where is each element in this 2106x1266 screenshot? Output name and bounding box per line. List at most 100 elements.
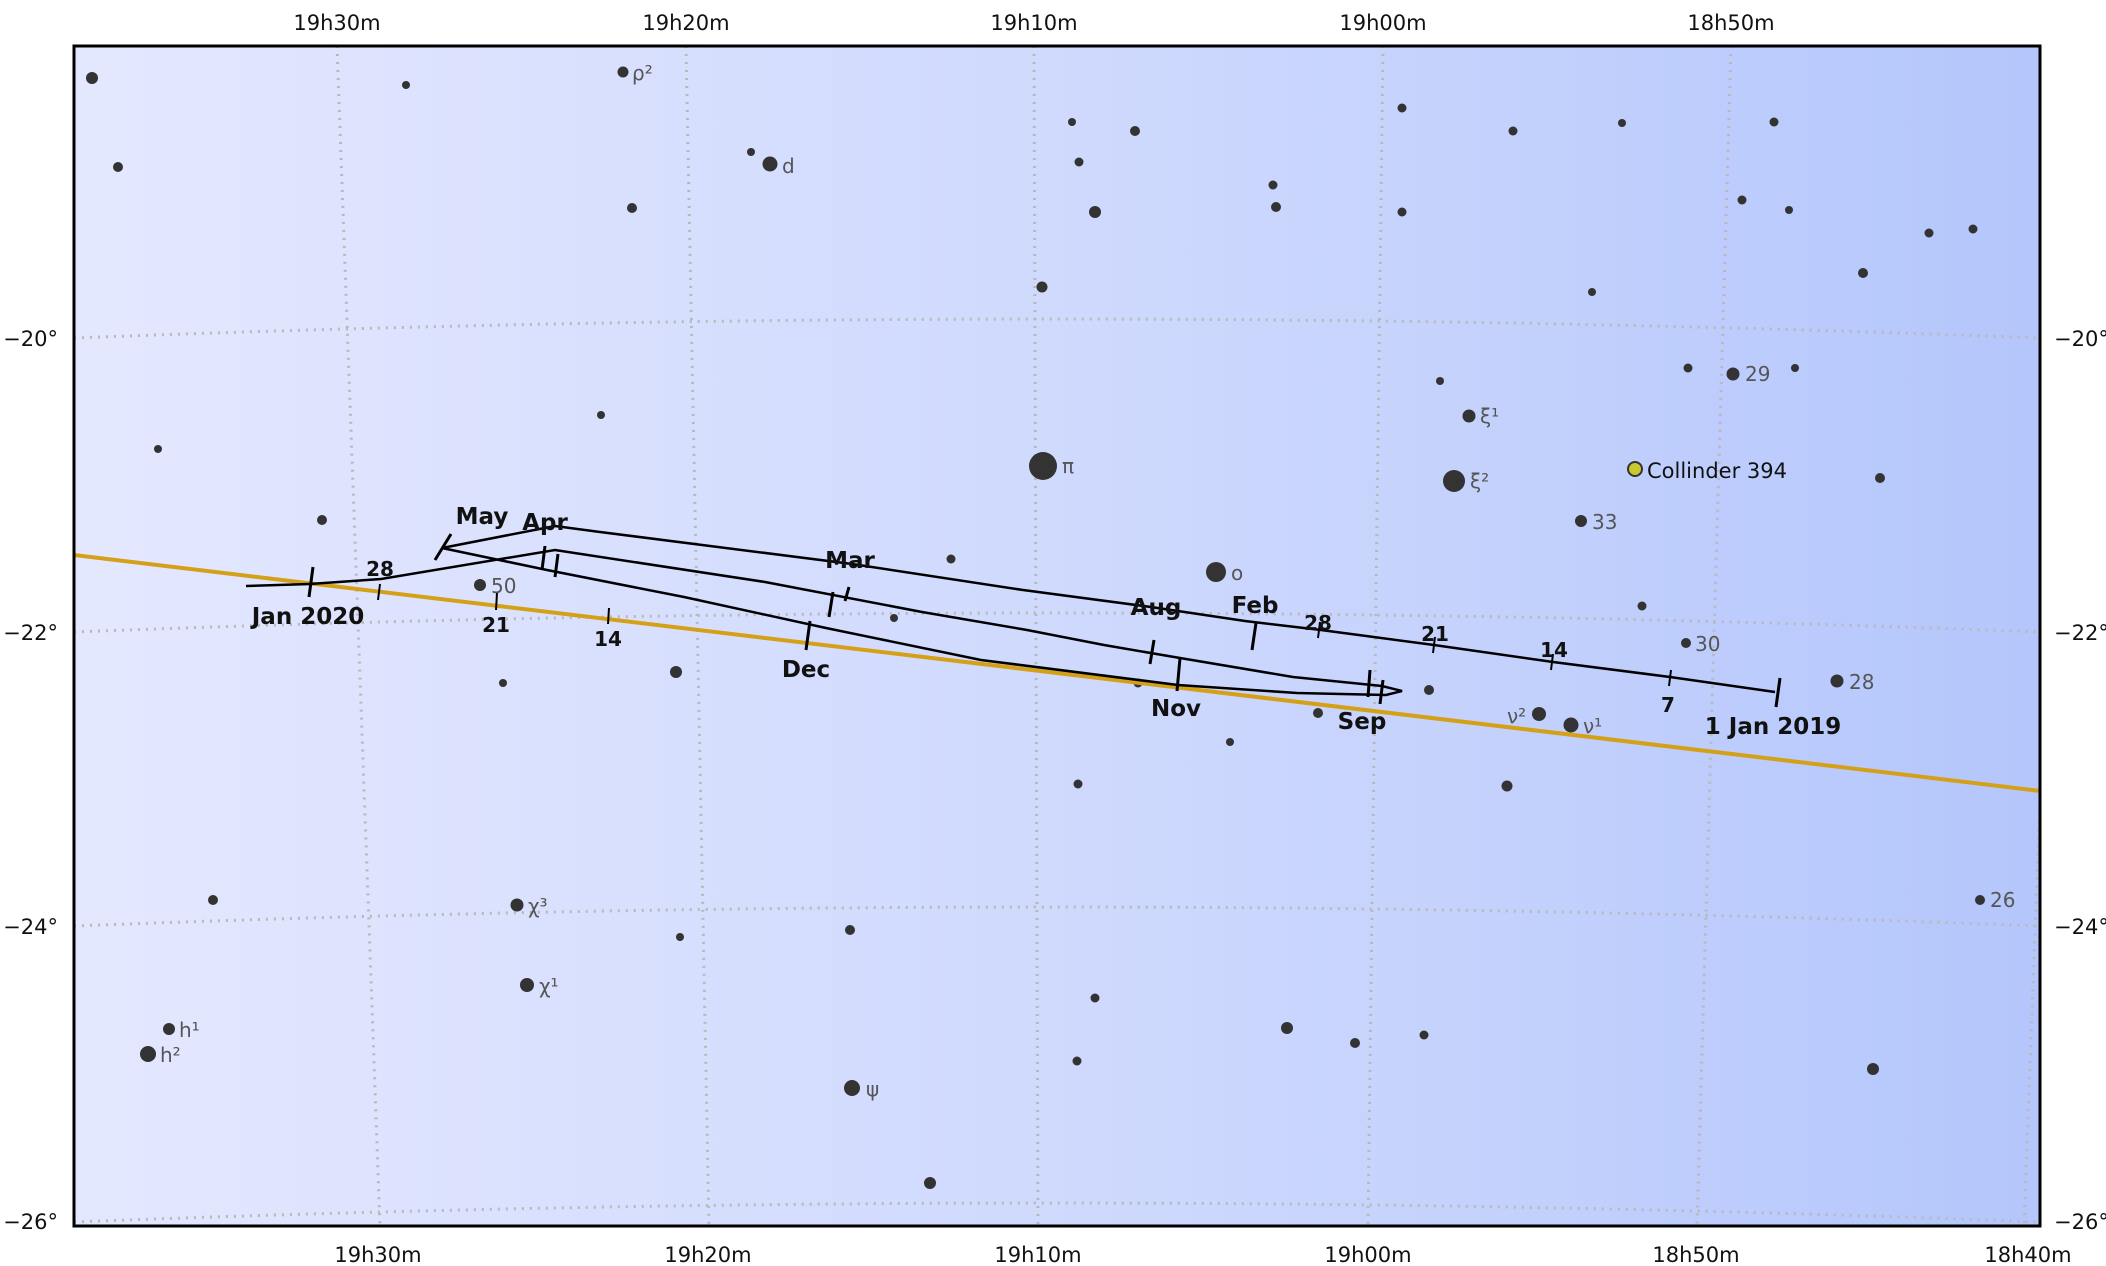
star-33 — [1575, 515, 1587, 527]
star — [1271, 202, 1281, 212]
label-33: 33 — [1592, 510, 1617, 534]
dec-left-label: −24° — [3, 915, 58, 939]
star — [1867, 1063, 1879, 1075]
star-rho2 — [617, 66, 629, 78]
label-mar: Mar — [825, 548, 875, 574]
ra-bottom-labels: 19h30m 19h20m 19h10m 19h00m 18h50m 18h40… — [334, 1243, 2071, 1266]
star — [1397, 207, 1407, 217]
ra-top-labels: 19h30m 19h20m 19h10m 19h00m 18h50m — [293, 11, 1774, 35]
ra-bottom-label: 19h10m — [994, 1243, 1081, 1266]
star-28 — [1830, 674, 1844, 688]
star-h2 — [140, 1046, 156, 1062]
star-nu1 — [1563, 717, 1579, 733]
label-nu1: ν¹ — [1583, 714, 1602, 738]
star-h1 — [163, 1023, 175, 1035]
label-chi1: χ¹ — [539, 974, 559, 998]
star — [890, 614, 898, 622]
star — [113, 162, 123, 172]
label-d28: 28 — [1304, 611, 1332, 635]
star — [1924, 228, 1934, 238]
tick-d14 — [1550, 653, 1554, 671]
label-d21: 21 — [1421, 622, 1449, 646]
star-xi1 — [1462, 409, 1476, 423]
stars — [86, 66, 1985, 1189]
star — [1068, 118, 1076, 126]
star-29 — [1726, 367, 1740, 381]
star — [499, 679, 507, 687]
label-28: 28 — [1849, 670, 1874, 694]
tick-nov — [1175, 657, 1182, 692]
ra-bottom-label: 19h30m — [334, 1243, 421, 1266]
ra-top-label: 19h00m — [1339, 11, 1426, 35]
star — [1226, 738, 1234, 746]
star — [1968, 224, 1978, 234]
coordinate-grid — [74, 46, 2040, 1226]
star — [1858, 268, 1868, 278]
star — [86, 72, 98, 84]
star-chi1 — [520, 978, 534, 992]
label-50: 50 — [491, 574, 516, 598]
grid-ra-1840 — [2022, 756, 2040, 1226]
tick-e21 — [495, 592, 498, 611]
star — [1089, 206, 1101, 218]
label-rho2: ρ² — [632, 61, 653, 85]
dec-left-label: −26° — [3, 1210, 58, 1234]
star — [946, 554, 956, 564]
star-xi2 — [1443, 470, 1465, 492]
star-omicron — [1206, 562, 1226, 582]
star — [1501, 780, 1513, 792]
ecliptic-line — [73, 553, 2041, 793]
star — [1074, 157, 1084, 167]
label-jan2019: 1 Jan 2019 — [1705, 714, 1841, 740]
label-nov: Nov — [1151, 696, 1201, 722]
dec-right-label: −22° — [2054, 621, 2106, 645]
star — [402, 81, 410, 89]
dec-left-label: −22° — [3, 621, 58, 645]
star-nu2 — [1532, 707, 1546, 721]
star — [597, 411, 605, 419]
ra-bottom-label: 18h50m — [1652, 1243, 1739, 1266]
path-line — [245, 524, 1776, 697]
star — [1588, 288, 1596, 296]
star — [1875, 473, 1885, 483]
ra-bottom-label: 19h20m — [664, 1243, 751, 1266]
tick-apr-2 — [540, 545, 547, 571]
cluster-collinder-394: Collinder 394 — [1627, 459, 1787, 483]
tick-apr — [553, 553, 560, 578]
tick-feb — [1250, 622, 1258, 651]
star — [627, 203, 637, 213]
star — [1424, 685, 1434, 695]
cluster-marker — [1627, 461, 1643, 477]
dec-right-label: −20° — [2054, 327, 2106, 351]
planet-path — [245, 524, 1782, 708]
cluster-label: Collinder 394 — [1647, 459, 1787, 483]
dec-right-labels: −20° −22° −24° −26° — [2054, 327, 2106, 1234]
star — [1436, 377, 1444, 385]
ra-top-label: 19h10m — [990, 11, 1077, 35]
star — [1036, 281, 1048, 293]
tick-aug — [1148, 639, 1156, 665]
label-h2: h² — [160, 1043, 181, 1067]
label-pi: π — [1062, 454, 1074, 478]
label-sep: Sep — [1338, 709, 1387, 735]
star — [1397, 103, 1407, 113]
label-jan2020: Jan 2020 — [250, 604, 364, 630]
tick-mar-2 — [827, 591, 835, 618]
star — [1769, 117, 1779, 127]
tick-mar — [843, 586, 851, 602]
ra-top-label: 18h50m — [1687, 11, 1774, 35]
star-50 — [474, 579, 486, 591]
star — [924, 1177, 936, 1189]
star-30 — [1681, 638, 1691, 648]
label-apr: Apr — [522, 510, 568, 536]
label-omicron: o — [1231, 561, 1243, 585]
tick-e14 — [607, 607, 610, 625]
tick-jan2019 — [1774, 677, 1782, 708]
label-xi2: ξ² — [1470, 469, 1489, 493]
dec-right-label: −26° — [2054, 1210, 2106, 1234]
label-dec: Dec — [782, 657, 830, 683]
tick-sep-2 — [1366, 669, 1372, 698]
label-26: 26 — [1990, 888, 2015, 912]
label-29: 29 — [1745, 362, 1770, 386]
